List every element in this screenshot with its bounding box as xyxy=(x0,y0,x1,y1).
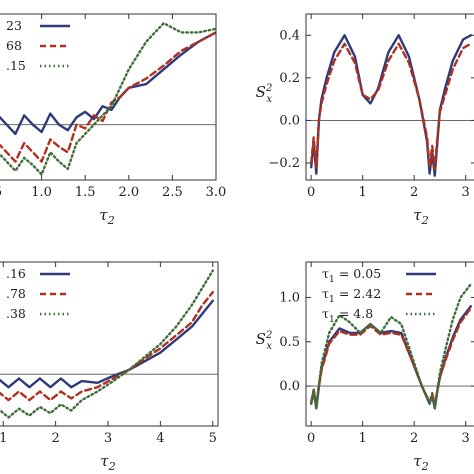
series-line-2 xyxy=(0,22,216,176)
x-axis-label: τ2 xyxy=(100,452,115,473)
x-tick-label: 0 xyxy=(307,185,315,200)
x-axis-label: τ2 xyxy=(99,206,114,227)
plot-frame xyxy=(0,261,219,427)
y-tick-label: 1.0 xyxy=(279,290,300,305)
x-axis-label: τ2 xyxy=(413,206,428,227)
legend-entry-label: τ1 = 2.42 xyxy=(322,286,381,305)
legend-entry-label: 23 xyxy=(6,18,22,33)
x-tick-label: 1 xyxy=(0,431,7,446)
x-tick-label: 2.0 xyxy=(118,185,139,200)
series-line-0 xyxy=(310,34,472,177)
x-tick-label: 5 xyxy=(0,185,2,200)
x-axis-label: τ2 xyxy=(413,452,428,473)
chart-panel-bottom-left: 1 2 3 4 5 τ2 .16 .78 .38 xyxy=(0,261,219,473)
series-line-1 xyxy=(0,291,214,402)
y-axis-label: S2 x xyxy=(256,330,273,352)
x-tick-label: 2 xyxy=(410,431,418,446)
y-tick-label: 0.0 xyxy=(279,379,300,394)
chart-panel-top-right: 0 1 2 3 −0.2 0.0 0.2 0.4 τ2 S2 x xyxy=(256,13,474,227)
x-tick-label: 5 xyxy=(209,431,217,446)
plot-frame xyxy=(0,13,217,181)
x-tick-label: 4 xyxy=(156,431,164,446)
plot-frame xyxy=(305,13,474,181)
series-line-1 xyxy=(310,42,472,171)
x-tick-label: 3 xyxy=(462,431,470,446)
series-line-0 xyxy=(0,299,214,389)
series-line-2 xyxy=(0,269,214,419)
x-tick-label: 1.0 xyxy=(31,185,52,200)
y-tick-label: 0.5 xyxy=(279,335,300,350)
y-tick-label: 0.2 xyxy=(279,71,300,86)
series-line-1 xyxy=(0,31,216,163)
legend-entry-label: .78 xyxy=(6,286,26,301)
legend-entry-label: .38 xyxy=(6,306,26,321)
legend-entry-label: 68 xyxy=(6,38,22,53)
series-line-1 xyxy=(310,306,472,407)
legend-entry-label: τ1 = 4.8 xyxy=(322,306,373,325)
x-tick-label: 1 xyxy=(359,185,367,200)
plot-frame xyxy=(305,261,474,427)
x-tick-label: 2.5 xyxy=(162,185,183,200)
y-tick-label: 0.4 xyxy=(279,28,300,43)
y-tick-label: −0.2 xyxy=(268,156,300,171)
legend-entry-label: τ1 = 0.05 xyxy=(322,266,381,285)
x-tick-label: 3 xyxy=(104,431,112,446)
legend-entry-label: .15 xyxy=(6,58,26,73)
y-axis-label: S2 x xyxy=(256,83,273,105)
y-tick-label: 0.0 xyxy=(279,113,300,128)
x-tick-label: 2 xyxy=(410,185,418,200)
chart-panel-top-left: 5 1.0 1.5 2.0 2.5 3.0 τ2 23 68 .15 xyxy=(0,13,227,227)
x-tick-label: 3.0 xyxy=(206,185,227,200)
x-tick-label: 2 xyxy=(51,431,59,446)
x-tick-label: 3 xyxy=(462,185,470,200)
legend-entry-label: .16 xyxy=(6,266,26,281)
x-tick-label: 0 xyxy=(307,431,315,446)
series-line-0 xyxy=(0,31,216,136)
series-line-2 xyxy=(310,283,472,410)
x-tick-label: 1 xyxy=(359,431,367,446)
x-tick-label: 1.5 xyxy=(75,185,96,200)
